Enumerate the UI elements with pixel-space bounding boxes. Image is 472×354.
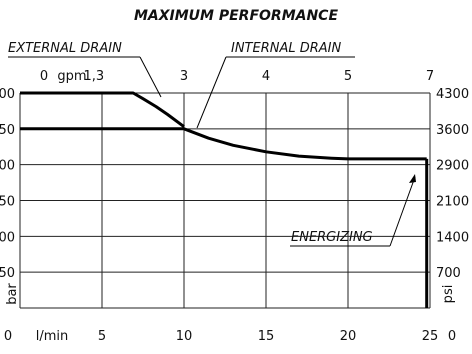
x-top-unit-label: gpm: [57, 69, 86, 84]
x-top-tick-label: 1,3: [83, 69, 104, 84]
series-line-internal-drain: [20, 127, 427, 161]
x-bottom-unit-label: l/min: [36, 329, 69, 344]
x-top-tick-label: 0: [40, 69, 48, 84]
annotations: EXTERNAL DRAIN INTERNAL DRAIN ENERGIZING: [8, 41, 416, 247]
x-top-tick-label: 5: [344, 69, 352, 84]
chart-title: MAXIMUM PERFORMANCE: [134, 8, 338, 24]
x-top-tick-label: 4: [262, 69, 270, 84]
y-left-tick-label: 250: [0, 123, 15, 138]
grid: [19, 92, 431, 309]
annotation-internal-drain: INTERNAL DRAIN: [231, 41, 342, 56]
x-bottom-tick-label: 20: [340, 329, 357, 344]
y-left-tick-label: 300: [0, 87, 15, 102]
x-bottom-tick-label: 10: [176, 329, 193, 344]
y-right-tick-label: 700: [436, 266, 461, 281]
annotation-internal-drain-leader: [196, 56, 227, 129]
y-left-tick-label: 150: [0, 195, 15, 210]
axis-labels: 5010015020025030070014002100290036004300…: [0, 69, 469, 344]
x-bottom-tick-label: 5: [98, 329, 106, 344]
annotation-energizing-arrowhead: [409, 174, 416, 183]
y-right-zero-label: 0: [448, 329, 456, 344]
series-line-external-drain: [20, 91, 185, 128]
annotation-energizing: ENERGIZING: [291, 230, 373, 245]
annotation-energizing-leader: [389, 176, 416, 247]
y-right-tick-label: 2900: [436, 159, 469, 174]
y-left-tick-label: 100: [0, 230, 15, 245]
series-layer: [20, 91, 429, 308]
y-right-tick-label: 2100: [436, 195, 469, 210]
y-right-tick-label: 3600: [436, 123, 469, 138]
y-left-tick-label: 50: [0, 266, 15, 281]
y-right-tick-label: 4300: [436, 87, 469, 102]
y-right-unit-label: psi: [441, 285, 456, 304]
x-bottom-tick-label: 25: [422, 329, 439, 344]
y-right-tick-label: 1400: [436, 230, 469, 245]
y-left-unit-label: bar: [5, 283, 20, 305]
x-top-tick-label: 3: [180, 69, 188, 84]
x-bottom-tick-label: 15: [258, 329, 275, 344]
x-top-tick-label: 7: [426, 69, 434, 84]
annotation-external-drain: EXTERNAL DRAIN: [8, 41, 122, 56]
x-bottom-tick-label: 0: [4, 329, 12, 344]
y-left-tick-label: 200: [0, 159, 15, 174]
annotation-external-drain-leader: [139, 56, 162, 98]
